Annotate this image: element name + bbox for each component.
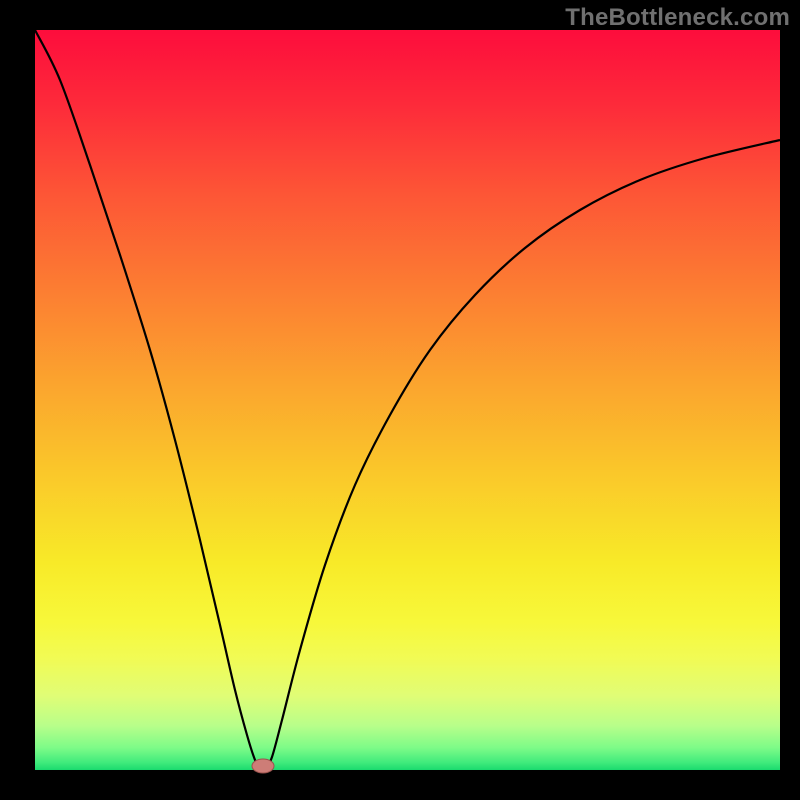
chart-container: TheBottleneck.com — [0, 0, 800, 800]
watermark-text: TheBottleneck.com — [565, 4, 790, 32]
bottleneck-chart — [0, 0, 800, 800]
optimal-point-marker — [252, 759, 274, 773]
plot-area — [35, 30, 780, 770]
